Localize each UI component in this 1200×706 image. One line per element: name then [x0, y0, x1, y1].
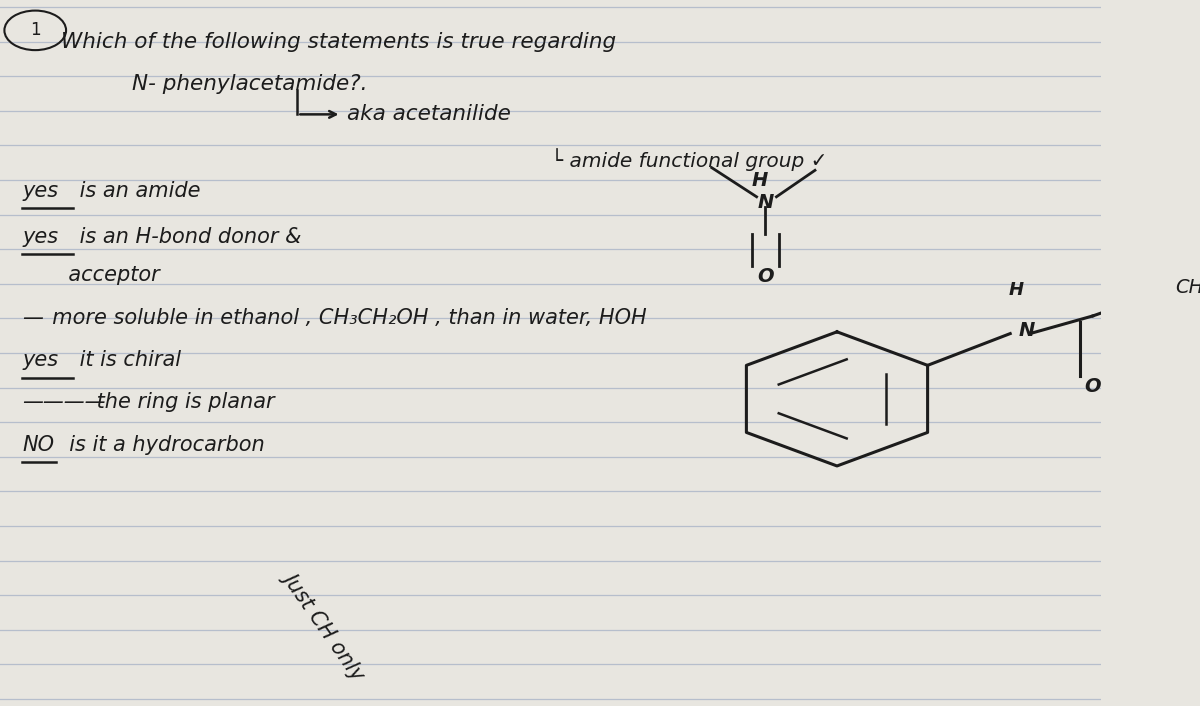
Text: Which of the following statements is true regarding: Which of the following statements is tru…: [60, 32, 616, 52]
Text: is an H-bond donor &: is an H-bond donor &: [73, 227, 301, 246]
Text: N: N: [757, 193, 774, 212]
Text: H: H: [1008, 281, 1024, 299]
Text: aka acetanilide: aka acetanilide: [347, 104, 511, 124]
Text: O: O: [757, 267, 774, 286]
Text: 1: 1: [30, 21, 41, 40]
Text: yes: yes: [22, 350, 58, 370]
Text: Just CH only: Just CH only: [281, 568, 370, 682]
Text: more soluble in ethanol , CH₃CH₂OH , than in water, HOH: more soluble in ethanol , CH₃CH₂OH , tha…: [40, 308, 647, 328]
Text: is it a hydrocarbon: is it a hydrocarbon: [56, 435, 265, 455]
Text: NO: NO: [22, 435, 54, 455]
Text: N: N: [1019, 321, 1036, 340]
Text: is an amide: is an amide: [73, 181, 200, 201]
Text: ————: ————: [22, 393, 106, 412]
Text: yes: yes: [22, 181, 58, 201]
Text: acceptor: acceptor: [22, 265, 160, 285]
Text: O: O: [1085, 377, 1102, 396]
Text: CH₃: CH₃: [1175, 278, 1200, 297]
Text: H: H: [751, 172, 768, 191]
Text: the ring is planar: the ring is planar: [90, 393, 275, 412]
Text: it is chiral: it is chiral: [73, 350, 181, 370]
Text: —: —: [22, 308, 43, 328]
Text: └ amide functional group ✓: └ amide functional group ✓: [551, 148, 827, 171]
Text: yes: yes: [22, 227, 58, 246]
Text: N- phenylacetamide?.: N- phenylacetamide?.: [132, 74, 367, 94]
